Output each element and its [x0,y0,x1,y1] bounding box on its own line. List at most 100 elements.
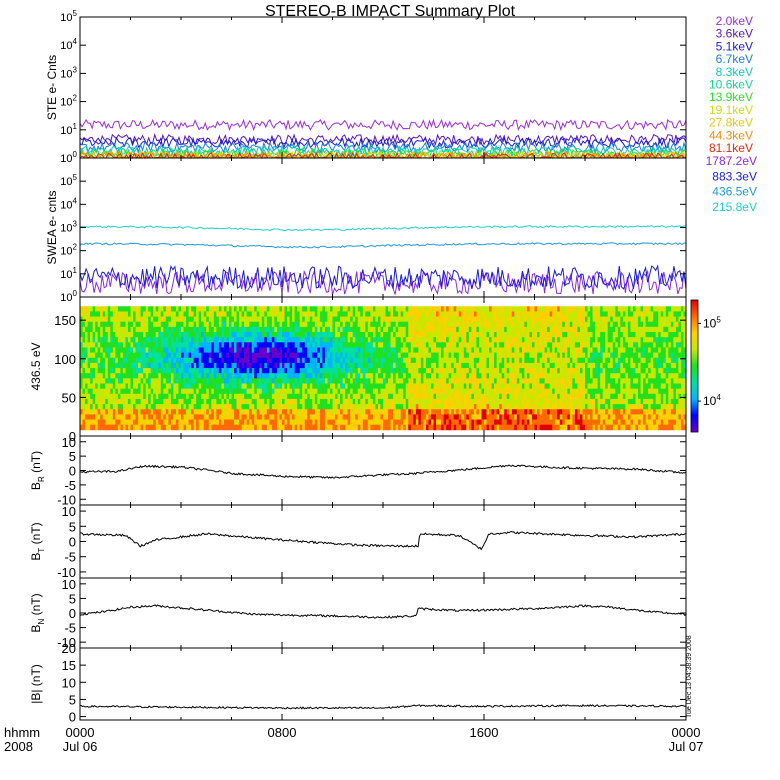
heatmap-cell [418,326,422,333]
heatmap-cell [266,362,270,369]
heatmap-cell [433,352,437,359]
heatmap-cell [544,362,548,369]
heatmap-cell [168,362,172,369]
heatmap-cell [365,321,369,328]
heatmap-cell [567,383,571,390]
heatmap-cell [499,414,503,420]
heatmap-cell [539,352,543,359]
heatmap-cell [191,388,195,395]
heatmap-cell [186,347,189,353]
heatmap-cell [163,368,167,374]
heatmap-cell [388,347,391,353]
heatmap-cell [254,414,258,420]
heatmap-cell [501,368,505,374]
heatmap-cell [324,347,328,353]
heatmap-cell [481,306,485,312]
heatmap-cell [478,342,482,348]
heatmap-cell [441,337,444,343]
heatmap-cell [491,362,495,369]
heatmap-cell [398,409,402,415]
heatmap-cell [425,326,429,333]
heatmap-cell [564,347,568,353]
heatmap-cell [372,321,376,328]
heatmap-cell [514,424,518,431]
heatmap-cell [504,326,508,333]
heatmap-cell [274,424,278,431]
heatmap-cell [413,357,417,364]
heatmap-cell [332,326,336,333]
heatmap-cell [590,337,593,343]
heatmap-cell [117,398,121,405]
heatmap-cell [105,373,109,379]
heatmap-cell [160,414,164,420]
heatmap-cell [196,368,200,374]
heatmap-cell [539,342,543,348]
heatmap-cell [471,362,475,369]
heatmap-cell [367,326,371,333]
heatmap-cell [90,326,94,333]
heatmap-cell [579,404,583,410]
heatmap-cell [143,321,147,328]
heatmap-cell [312,368,316,374]
heatmap-cell [254,383,258,390]
heatmap-cell [122,342,126,348]
heatmap-cell [85,311,88,317]
heatmap-cell [191,347,195,353]
heatmap-cell [188,388,192,395]
heatmap-cell [430,347,434,353]
heatmap-cell [226,393,230,400]
heatmap-cell [173,332,177,338]
heatmap-cell [196,311,200,317]
heatmap-cell [418,321,422,328]
heatmap-cell [390,326,394,333]
heatmap-cell [85,326,88,333]
heatmap-cell [95,321,99,328]
heatmap-cell [231,362,235,369]
heatmap-cell [542,326,545,333]
heatmap-cell [335,368,338,374]
heatmap-cell [299,337,303,343]
heatmap-cell [370,368,374,374]
heatmap-cell [241,414,245,420]
heatmap-cell [160,311,164,317]
heatmap-cell [133,352,136,359]
heatmap-cell [223,393,227,400]
heatmap-cell [284,347,288,353]
heatmap-cell [122,357,126,364]
heatmap-cell [319,424,323,431]
heatmap-cell [80,337,83,343]
heatmap-cell [130,368,134,374]
heatmap-cell [511,326,515,333]
heatmap-cell [90,424,94,431]
heatmap-cell [155,321,159,328]
heatmap-cell [441,321,444,328]
heatmap-cell [322,393,326,400]
heatmap-cell [436,326,439,333]
heatmap-cell [211,383,215,390]
heatmap-cell [360,342,364,348]
heatmap-cell [425,306,429,312]
heatmap-cell [234,404,237,410]
heatmap-cell [256,316,260,323]
heatmap-cell [261,347,265,353]
heatmap-cell [531,398,535,405]
heatmap-cell [582,419,586,426]
heatmap-cell [251,368,255,374]
heatmap-cell [433,409,437,415]
heatmap-cell [289,368,293,374]
heatmap-cell [206,347,210,353]
heatmap-cell [80,362,83,369]
heatmap-cell [261,383,265,390]
heatmap-cell [542,373,545,379]
heatmap-cell [569,398,573,405]
heatmap-cell [491,306,495,312]
heatmap-cell [587,316,591,323]
heatmap-cell [206,404,210,410]
heatmap-cell [400,378,404,384]
heatmap-cell [539,424,543,431]
heatmap-cell [486,321,490,328]
heatmap-cell [420,414,424,420]
heatmap-cell [473,316,477,323]
heatmap-cell [357,337,361,343]
heatmap-cell [276,419,280,426]
